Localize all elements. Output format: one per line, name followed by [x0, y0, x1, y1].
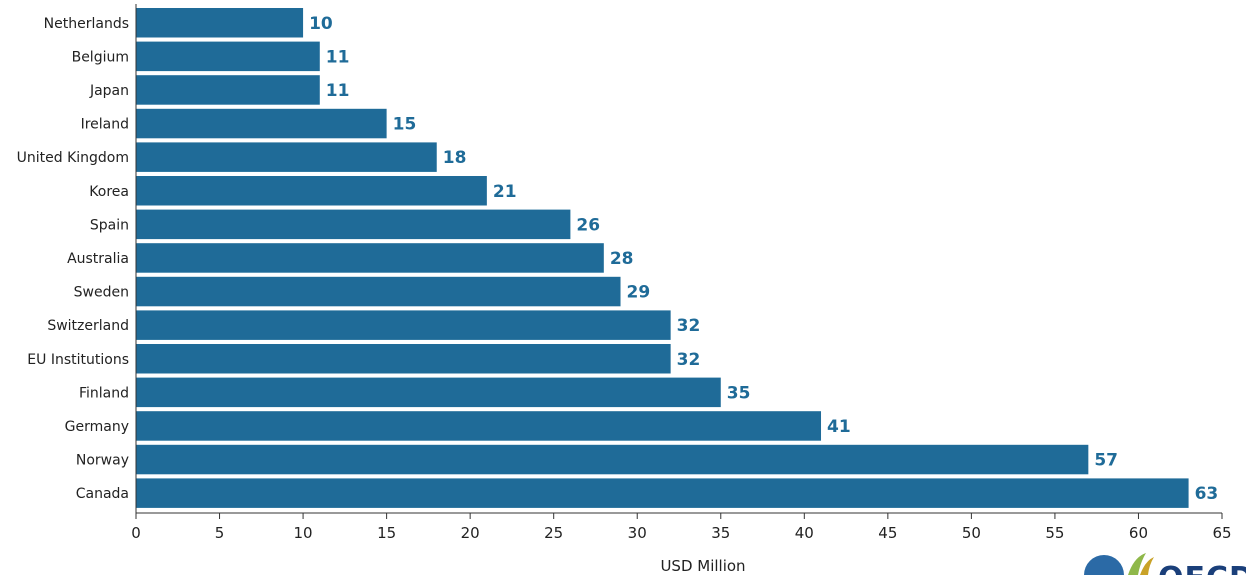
value-label-norway: 57: [1094, 451, 1118, 471]
category-label-sweden: Sweden: [74, 285, 129, 301]
x-axis-title: USD Million: [660, 557, 745, 575]
oecd-leaf-icon-2: [1140, 557, 1154, 575]
bar-eu-institutions: [136, 344, 671, 374]
x-tick-label-65: 65: [1212, 524, 1231, 542]
category-label-eu-institutions: EU Institutions: [27, 352, 129, 368]
category-label-germany: Germany: [65, 419, 129, 435]
x-tick-label-5: 5: [215, 524, 225, 542]
value-label-belgium: 11: [326, 47, 350, 67]
x-axis: 0 5 10 15 20 25 30 35 40 45 50 55 60 65: [131, 4, 1232, 542]
x-tick-label-15: 15: [377, 524, 396, 542]
bar-ireland: [136, 108, 387, 139]
bar-finland: [136, 377, 721, 408]
category-label-ireland: Ireland: [81, 117, 129, 133]
value-label-eu-institutions: 32: [677, 350, 701, 370]
bar-sweden: [136, 276, 621, 307]
value-label-australia: 28: [610, 249, 634, 269]
value-label-spain: 26: [576, 215, 600, 235]
value-label-canada: 63: [1195, 484, 1219, 504]
category-label-united-kingdom: United Kingdom: [17, 150, 129, 166]
category-label-switzerland: Switzerland: [47, 318, 129, 334]
bar-belgium: [136, 41, 320, 72]
x-tick-label-50: 50: [962, 524, 981, 542]
x-tick-label-10: 10: [294, 524, 313, 542]
bar-australia: [136, 243, 604, 273]
value-label-united-kingdom: 18: [443, 148, 467, 168]
value-label-finland: 35: [727, 383, 751, 403]
value-label-switzerland: 32: [677, 316, 701, 336]
category-label-japan: Japan: [89, 83, 129, 99]
category-labels: Netherlands Belgium Japan Ireland United Kin…: [17, 16, 129, 502]
x-tick-label-45: 45: [878, 524, 897, 542]
value-label-japan: 11: [326, 81, 350, 101]
category-label-finland: Finland: [79, 385, 129, 401]
bar-norway: [136, 444, 1089, 475]
value-label-netherlands: 10: [309, 14, 333, 34]
x-tick-label-40: 40: [795, 524, 814, 542]
bar-netherlands: [136, 8, 304, 38]
x-tick-label-60: 60: [1129, 524, 1148, 542]
x-tick-label-35: 35: [711, 524, 730, 542]
x-tick-label-20: 20: [461, 524, 480, 542]
category-label-australia: Australia: [67, 251, 129, 267]
x-tick-label-25: 25: [544, 524, 563, 542]
value-label-germany: 41: [827, 417, 851, 437]
oecd-leaf-icon: [1128, 553, 1146, 575]
x-tick-label-55: 55: [1045, 524, 1064, 542]
x-tick-label-30: 30: [628, 524, 647, 542]
oecd-globe-icon: [1084, 555, 1124, 575]
category-label-spain: Spain: [90, 217, 129, 233]
bars-group: [136, 8, 1189, 508]
category-label-canada: Canada: [76, 486, 129, 502]
value-label-ireland: 15: [393, 115, 417, 135]
bar-switzerland: [136, 310, 671, 340]
value-label-korea: 21: [493, 182, 517, 202]
category-label-korea: Korea: [89, 184, 129, 200]
category-label-norway: Norway: [76, 453, 129, 469]
bar-spain: [136, 209, 571, 240]
bar-canada: [136, 478, 1189, 508]
value-labels: 10 11 11 15 18 21 26 28 29 32 32 35 41 57 63: [309, 14, 1218, 504]
value-label-sweden: 29: [627, 283, 651, 303]
bar-united-kingdom: [136, 142, 437, 172]
bar-korea: [136, 176, 487, 206]
bar-germany: [136, 411, 822, 441]
oecd-logo-text: OECD: [1158, 561, 1246, 575]
x-tick-label-0: 0: [131, 524, 141, 542]
oecd-logo: OECD: [1084, 553, 1246, 575]
category-label-belgium: Belgium: [72, 49, 129, 65]
bar-japan: [136, 75, 320, 105]
category-label-netherlands: Netherlands: [44, 16, 129, 32]
